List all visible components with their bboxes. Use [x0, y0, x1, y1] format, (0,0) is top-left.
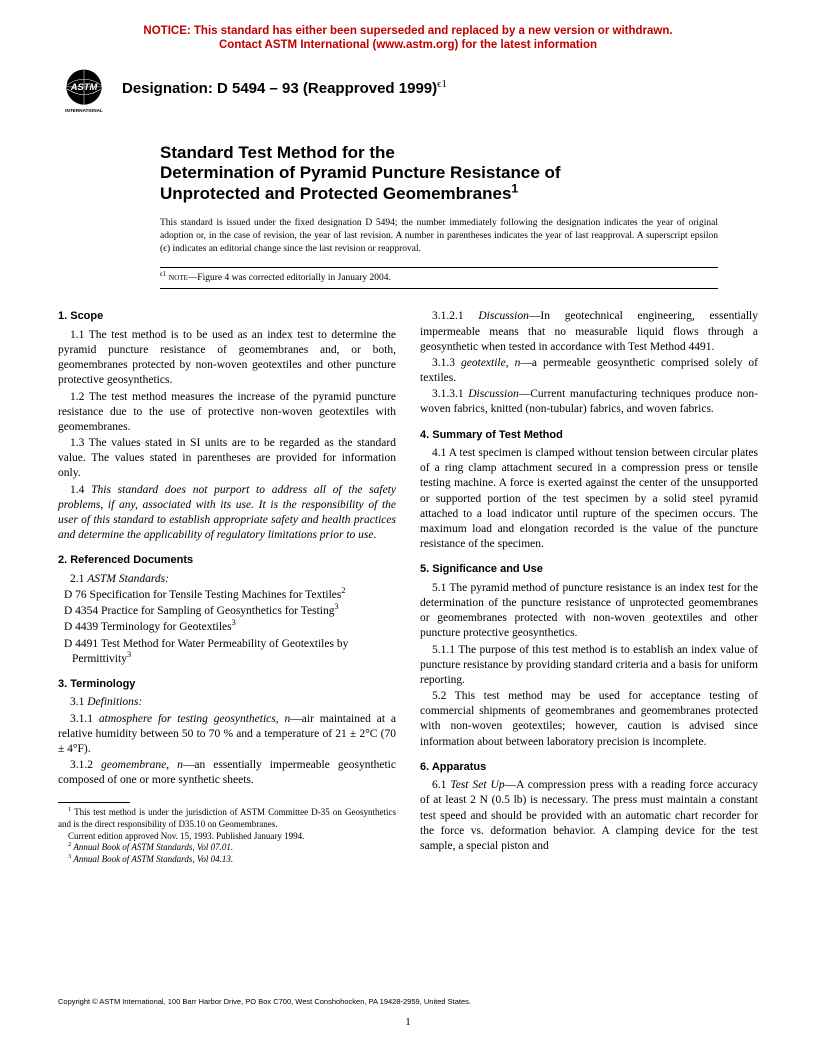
page-number: 1	[0, 1016, 816, 1028]
body-columns: 1. Scope 1.1 The test method is to be us…	[58, 309, 758, 865]
para-3-1: 3.1 Definitions:	[58, 695, 396, 710]
section-5-head: 5. Significance and Use	[420, 562, 758, 577]
para-5-1: 5.1 The pyramid method of puncture resis…	[420, 581, 758, 642]
para-1-2: 1.2 The test method measures the increas…	[58, 390, 396, 436]
notice-line1: NOTICE: This standard has either been su…	[143, 25, 672, 37]
para-2-1: 2.1 ASTM Standards:	[58, 572, 396, 587]
ref-d4491: D 4491 Test Method for Water Permeabilit…	[72, 637, 396, 667]
para-6-1: 6.1 Test Set Up—A compression press with…	[420, 778, 758, 854]
section-3-head: 3. Terminology	[58, 677, 396, 692]
notice-banner: NOTICE: This standard has either been su…	[58, 24, 758, 53]
title-block: Standard Test Method for the Determinati…	[160, 143, 718, 256]
header: ASTM INTERNATIONAL Designation: D 5494 –…	[58, 63, 758, 115]
para-5-2: 5.2 This test method may be used for acc…	[420, 689, 758, 750]
svg-text:ASTM: ASTM	[70, 82, 98, 92]
footnotes: 1 This test method is under the jurisdic…	[58, 807, 396, 865]
para-1-3: 1.3 The values stated in SI units are to…	[58, 436, 396, 482]
footnote-rule	[58, 802, 130, 803]
right-column: 3.1.2.1 Discussion—In geotechnical engin…	[420, 309, 758, 865]
para-4-1: 4.1 A test specimen is clamped without t…	[420, 446, 758, 552]
document-title: Standard Test Method for the Determinati…	[160, 143, 718, 205]
notice-line2: Contact ASTM International (www.astm.org…	[219, 39, 597, 51]
standard-intro: This standard is issued under the fixed …	[160, 217, 718, 255]
ref-d76: D 76 Specification for Tensile Testing M…	[72, 588, 396, 603]
section-2-head: 2. Referenced Documents	[58, 553, 396, 568]
para-5-1-1: 5.1.1 The purpose of this test method is…	[420, 643, 758, 689]
section-4-head: 4. Summary of Test Method	[420, 428, 758, 443]
para-3-1-3-1: 3.1.3.1 Discussion—Current manufacturing…	[420, 387, 758, 417]
ref-d4354: D 4354 Practice for Sampling of Geosynth…	[72, 604, 396, 619]
ref-d4439: D 4439 Terminology for Geotextiles3	[72, 620, 396, 635]
para-1-1: 1.1 The test method is to be used as an …	[58, 328, 396, 389]
copyright: Copyright © ASTM International, 100 Barr…	[58, 997, 758, 1006]
para-1-4: 1.4 This standard does not purport to ad…	[58, 483, 396, 544]
epsilon-note: ϵ1 NOTE—Figure 4 was corrected editorial…	[160, 267, 718, 289]
svg-text:INTERNATIONAL: INTERNATIONAL	[65, 108, 103, 113]
left-column: 1. Scope 1.1 The test method is to be us…	[58, 309, 396, 865]
para-3-1-1: 3.1.1 atmosphere for testing geosyntheti…	[58, 712, 396, 758]
designation: Designation: D 5494 – 93 (Reapproved 199…	[122, 80, 447, 97]
section-6-head: 6. Apparatus	[420, 760, 758, 775]
astm-logo: ASTM INTERNATIONAL	[58, 63, 110, 115]
para-3-1-2-1: 3.1.2.1 Discussion—In geotechnical engin…	[420, 309, 758, 355]
para-3-1-3: 3.1.3 geotextile, n—a permeable geosynth…	[420, 356, 758, 386]
para-3-1-2: 3.1.2 geomembrane, n—an essentially impe…	[58, 758, 396, 788]
section-1-head: 1. Scope	[58, 309, 396, 324]
